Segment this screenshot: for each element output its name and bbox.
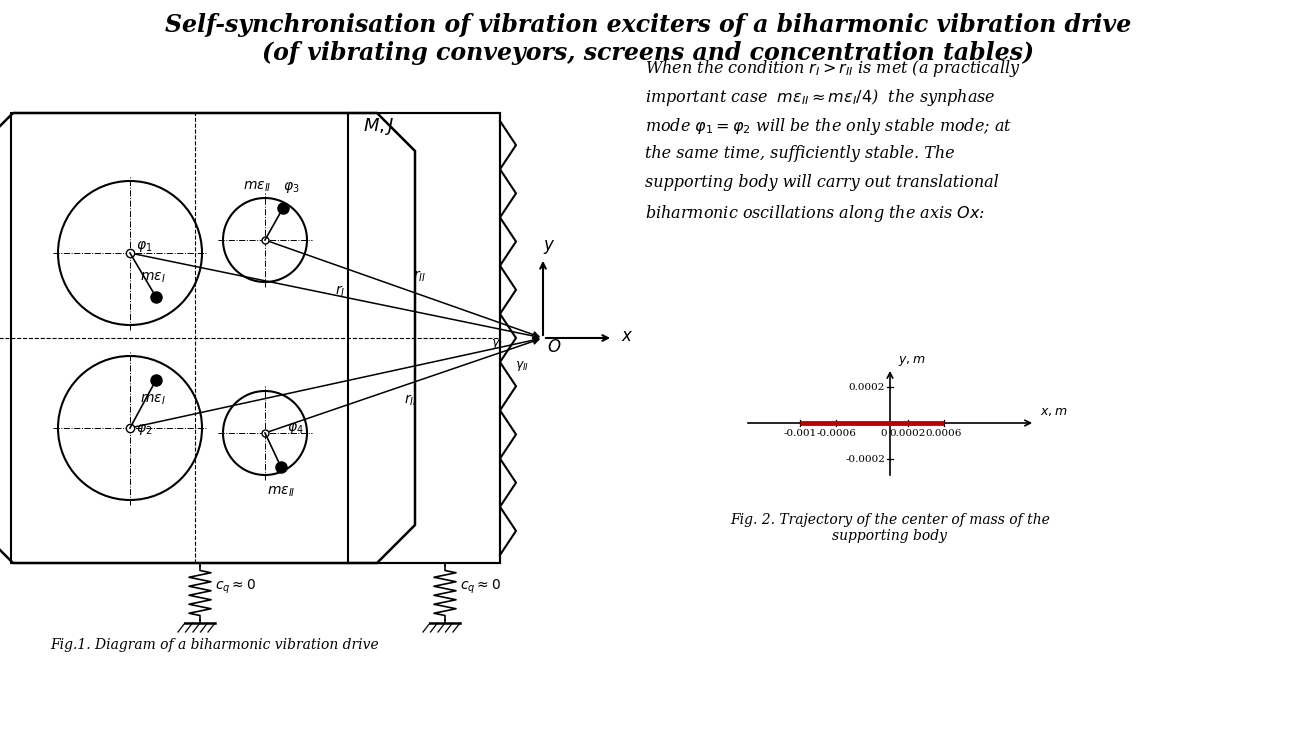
Text: $x$: $x$: [621, 328, 634, 345]
Text: mode $\varphi_1 = \varphi_2$ will be the only stable mode; at: mode $\varphi_1 = \varphi_2$ will be the…: [645, 116, 1012, 137]
Text: $m\varepsilon_{II}$: $m\varepsilon_{II}$: [267, 485, 295, 499]
Text: biharmonic oscillations along the axis $Ox$:: biharmonic oscillations along the axis $…: [645, 203, 985, 224]
Text: $\varphi_4$: $\varphi_4$: [286, 421, 303, 436]
Text: 0.0002: 0.0002: [849, 383, 885, 392]
Text: $m\varepsilon_{II}$: $m\varepsilon_{II}$: [244, 180, 271, 194]
Text: Self-synchronisation of vibration exciters of a biharmonic vibration drive: Self-synchronisation of vibration excite…: [165, 13, 1131, 37]
Text: $\varphi_3$: $\varphi_3$: [283, 180, 299, 195]
Text: 0.0006: 0.0006: [925, 429, 962, 438]
Text: $\gamma_I$: $\gamma_I$: [491, 337, 503, 351]
Text: $c_q \approx 0$: $c_q \approx 0$: [215, 578, 257, 596]
Text: $\varphi_1$: $\varphi_1$: [136, 239, 153, 254]
Text: supporting body will carry out translational: supporting body will carry out translati…: [645, 174, 999, 191]
Text: $r_I$: $r_I$: [336, 284, 346, 299]
Text: $\varphi_2$: $\varphi_2$: [136, 422, 153, 437]
Bar: [10, 113, 500, 563]
Text: 0: 0: [881, 429, 888, 438]
Text: important case  $m\varepsilon_{II} \approx m\varepsilon_I/4$)  the synphase: important case $m\varepsilon_{II} \appro…: [645, 87, 995, 108]
Text: $y, m$: $y, m$: [898, 354, 925, 368]
Text: $M, J$: $M, J$: [363, 116, 394, 137]
Text: $r_{II}$: $r_{II}$: [413, 269, 426, 285]
Text: $y$: $y$: [543, 238, 555, 256]
Bar: [349, 113, 500, 563]
Text: 0.0002: 0.0002: [890, 429, 927, 438]
Text: When the condition $r_I > r_{II}$ is met (a practically: When the condition $r_I > r_{II}$ is met…: [645, 58, 1021, 79]
Text: $x, m$: $x, m$: [1039, 404, 1068, 417]
Text: -0.0006: -0.0006: [816, 429, 855, 438]
Text: $\gamma_{II}$: $\gamma_{II}$: [515, 359, 529, 373]
Text: $m\varepsilon_I$: $m\varepsilon_I$: [140, 393, 166, 407]
Text: $m\varepsilon_I$: $m\varepsilon_I$: [140, 271, 166, 285]
Text: Fig.1. Diagram of a biharmonic vibration drive: Fig.1. Diagram of a biharmonic vibration…: [51, 638, 378, 652]
Text: Fig. 2. Trajectory of the center of mass of the
supporting body: Fig. 2. Trajectory of the center of mass…: [730, 513, 1050, 543]
Text: -0.001: -0.001: [783, 429, 816, 438]
Text: $O$: $O$: [547, 339, 561, 356]
Text: -0.0002: -0.0002: [845, 455, 885, 464]
Text: the same time, sufficiently stable. The: the same time, sufficiently stable. The: [645, 145, 955, 162]
Text: (of vibrating conveyors, screens and concentration tables): (of vibrating conveyors, screens and con…: [262, 41, 1034, 65]
Text: $r_{II}$: $r_{II}$: [404, 392, 417, 408]
Text: $c_q \approx 0$: $c_q \approx 0$: [460, 578, 502, 596]
